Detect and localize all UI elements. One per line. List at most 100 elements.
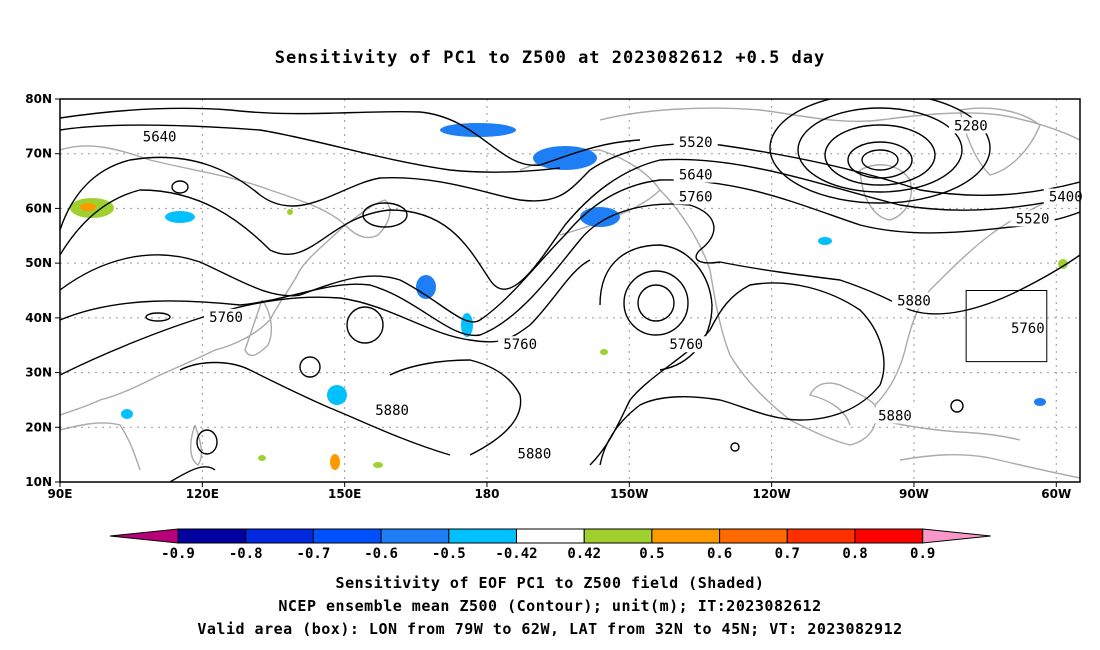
shade-patch [1058,259,1068,269]
contour-label: 5880 [375,403,409,419]
colorbar-label: 0.42 [567,546,601,562]
shade-patch [818,237,832,245]
colorbar-label: -0.5 [432,546,466,562]
shade-patch [287,209,293,215]
colorbar-label: 0.5 [639,546,664,562]
shade-patch [121,409,133,419]
chart-title: Sensitivity of PC1 to Z500 at 2023082612… [274,48,826,68]
colorbar-box [380,528,450,544]
contour-label: 5640 [143,129,177,145]
colorbar-box [516,528,585,544]
lon-tick-label: 180 [474,487,499,501]
contour-label-layer: 5640 5520 5640 5760 5280 5400 5520 5760 5760 5760… [137,117,1088,463]
coast-japan [244,299,272,357]
contour-line [389,359,522,456]
colorbar-label: -0.6 [364,546,398,562]
contour-low [623,270,689,336]
contour-label-bg [370,401,415,418]
colorbar-box [448,528,517,544]
lon-tick-label: 120W [752,487,790,501]
contour-label: 5880 [897,293,931,309]
contour-line [60,179,1080,323]
contour-low [861,149,899,171]
shade-patch [373,462,383,468]
contour-line [589,282,885,466]
lon-tick-label: 120E [186,487,219,501]
contour-line [60,158,1080,290]
contour-label-bg [498,336,543,353]
shade-patch [165,211,195,223]
shade-patch [80,203,96,211]
contour-label-bg [1005,319,1050,336]
contour-label: 5280 [954,118,988,134]
lat-tick-label: 50N [25,256,52,270]
coast-greenland [959,107,1041,176]
contour-high [171,180,189,194]
colorbar-label: -0.7 [297,546,331,562]
colorbar-label: -0.8 [229,546,263,562]
lat-tick-label: 30N [25,366,52,380]
shade-patch [580,207,620,227]
lat-tick-label: 40N [25,311,52,325]
shade-patch [1034,398,1046,406]
coast-south-asia [60,422,141,471]
contour-low [362,202,408,228]
contour-label-bg [1010,210,1055,227]
colorbar-label: 0.9 [910,546,935,562]
coastline-layer [60,107,1080,479]
contour-label: 5760 [503,337,537,353]
contour-line [60,259,591,376]
shade-patch [330,454,340,470]
contour-label-bg [1043,188,1088,205]
colorbar-label: 0.7 [775,546,800,562]
contour-label: 5760 [679,189,713,205]
contour-label: 5640 [679,168,713,184]
colorbar-box [651,528,721,544]
contour-high [196,429,218,455]
contour-high [730,442,740,452]
coast-hudson [859,164,912,221]
colorbar-left-triangle [109,528,179,544]
lat-tick-label: 20N [25,420,52,434]
lon-tick-label: 150E [328,487,361,501]
contour-label-bg [891,292,936,309]
shade-patch [258,455,266,461]
contour-label: 5520 [1016,211,1050,227]
caption-line-3: Valid area (box): LON from 79W to 62W, L… [197,620,903,638]
shade-patch [416,275,436,299]
contour-low [637,284,675,322]
coast-na-west [659,189,851,446]
contour-high [346,306,384,344]
colorbar-label: 0.6 [707,546,732,562]
coast-arctic [599,107,1080,141]
contour-label: 5760 [209,310,243,326]
contour-line [60,107,641,166]
contour-label-bg [673,166,718,183]
contour-line [60,203,721,337]
contour-label-bg [512,445,557,462]
colorbar-right-triangle [922,528,991,544]
colorbar-box [177,528,247,544]
contour-low [824,124,936,186]
lat-tick-label: 70N [25,147,52,161]
contour-line [60,124,561,173]
colorbar-box [786,528,856,544]
contour-low [797,107,963,193]
lat-tick-label: 80N [25,92,52,106]
coast-asia [60,145,346,416]
shade-patch [600,349,608,355]
plot-frame [59,98,1081,483]
contour-line [179,361,451,456]
contour-label: 5760 [669,337,703,353]
lon-tick-label: 150W [610,487,648,501]
colorbar-boxes [109,528,991,544]
contour-label: 5880 [518,447,552,463]
z500-contours [60,99,1080,482]
contour-line [169,466,216,482]
contour-label-bg [673,188,718,205]
lon-tick-label: 90E [48,487,73,501]
coast-philippines [190,424,203,466]
shade-patch [440,123,516,137]
